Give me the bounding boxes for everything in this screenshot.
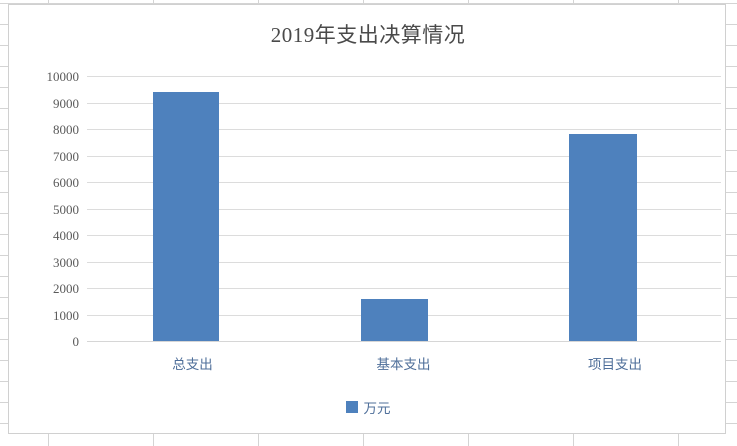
- y-tick-label: 0: [72, 334, 80, 349]
- gridline: [87, 208, 721, 210]
- x-tick-label-total-expenditure: 总支出: [172, 357, 213, 372]
- legend-swatch-icon: [345, 401, 358, 413]
- chart-legend[interactable]: 万元: [9, 397, 727, 417]
- x-tick-label-basic-expenditure: 基本支出: [376, 357, 431, 372]
- y-tick-label: 2000: [53, 281, 79, 296]
- chart-title: 2019年支出决算情况: [270, 23, 466, 47]
- gridline: [87, 182, 721, 183]
- gridline: [87, 155, 721, 157]
- gridline: [87, 235, 721, 236]
- y-tick-label: 3000: [53, 254, 79, 270]
- x-tick-label-project-expenditure: 项目支出: [588, 357, 642, 372]
- y-tick-label: 7000: [53, 148, 79, 164]
- spreadsheet-gridline-row: [0, 3, 737, 4]
- bar-basic-expenditure[interactable]: [361, 299, 428, 341]
- y-tick-label: 1000: [53, 307, 79, 323]
- y-tick-label: 6000: [53, 175, 79, 190]
- y-tick-label: 5000: [53, 201, 79, 217]
- y-tick-label: 8000: [53, 122, 79, 137]
- bar-total-expenditure[interactable]: [153, 91, 219, 341]
- gridline: [87, 129, 721, 130]
- legend-label: 万元: [363, 401, 391, 416]
- gridline: [87, 76, 721, 77]
- y-axis: 10000 9000 8000 7000 6000 5000 4000 3000…: [9, 70, 80, 348]
- y-tick-label: 10000: [46, 69, 80, 84]
- chart-object[interactable]: 2019年支出决算情况 10000 9000 8000 7000 6000 50…: [8, 4, 726, 434]
- plot-area: [87, 76, 721, 342]
- gridline: [87, 102, 721, 104]
- axis-baseline: [87, 341, 721, 342]
- bar-project-expenditure[interactable]: [569, 134, 637, 341]
- gridline: [87, 261, 721, 263]
- gridline: [87, 288, 721, 289]
- y-tick-label: 4000: [53, 228, 79, 243]
- y-tick-label: 9000: [53, 95, 79, 111]
